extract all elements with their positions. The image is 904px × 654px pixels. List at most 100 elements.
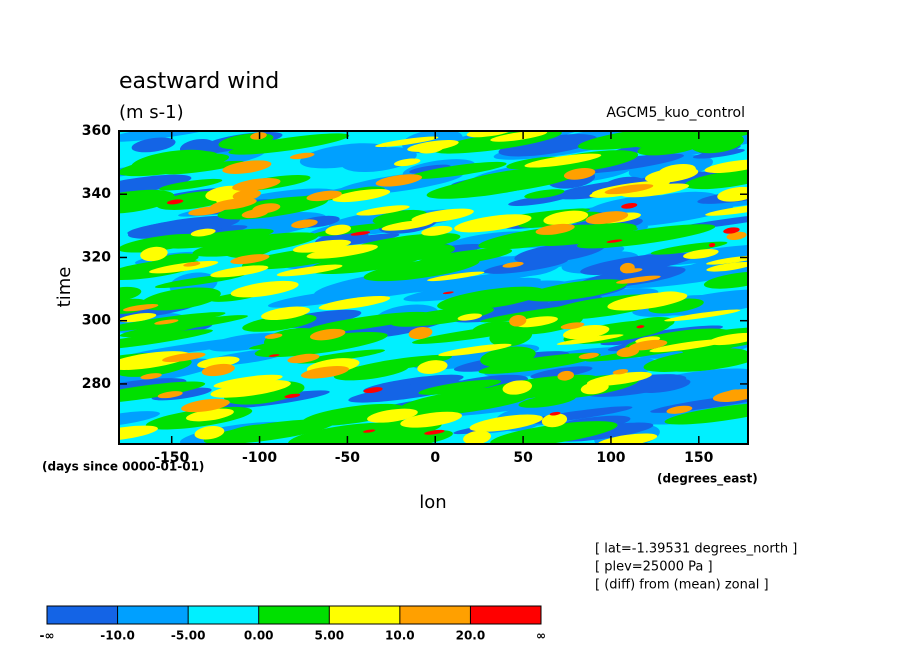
chart-title: eastward wind bbox=[119, 69, 279, 94]
x-axis-label: lon bbox=[419, 492, 446, 513]
field-patch bbox=[131, 137, 176, 153]
field-patch bbox=[154, 319, 179, 325]
colorbar-label: 10.0 bbox=[385, 629, 415, 643]
note: [ plev=25000 Pa ] bbox=[595, 560, 713, 575]
field-patch bbox=[309, 328, 346, 341]
field-patch bbox=[122, 303, 159, 312]
field-patch bbox=[140, 246, 168, 262]
field-patch bbox=[438, 343, 512, 357]
field-patch bbox=[149, 260, 219, 274]
x-units: (degrees_east) bbox=[657, 472, 758, 487]
field-patch bbox=[306, 190, 342, 202]
field-patch bbox=[119, 425, 158, 442]
field-patch bbox=[541, 413, 568, 428]
field-patch bbox=[424, 429, 445, 435]
colorbar-box bbox=[47, 606, 118, 624]
field-patch bbox=[704, 159, 748, 173]
y-units: (days since 0000-01-01) bbox=[42, 460, 204, 474]
field-patch bbox=[393, 158, 421, 167]
note: [ lat=-1.39531 degrees_north ] bbox=[595, 542, 797, 557]
colorbar-label: 0.00 bbox=[244, 629, 274, 643]
field-patch bbox=[292, 239, 351, 253]
field-patch bbox=[408, 327, 433, 340]
x-tick-label: -50 bbox=[335, 450, 361, 466]
field-patch bbox=[723, 227, 740, 234]
field-patch bbox=[241, 209, 269, 219]
field-patch bbox=[648, 291, 682, 304]
field-patch bbox=[509, 314, 527, 327]
field-patch bbox=[119, 381, 206, 404]
field-patch bbox=[213, 374, 283, 388]
field-patch bbox=[636, 378, 691, 393]
field-patch bbox=[586, 371, 652, 386]
field-patch bbox=[417, 143, 444, 154]
field-patch bbox=[604, 184, 654, 195]
field-patch bbox=[264, 333, 283, 339]
field-patch bbox=[232, 189, 261, 201]
field-patch bbox=[421, 225, 453, 236]
field-patch bbox=[612, 369, 629, 375]
field-patch bbox=[490, 131, 548, 142]
field-patch bbox=[188, 206, 226, 216]
colorbar-box bbox=[188, 606, 259, 624]
field-patch bbox=[649, 339, 727, 353]
field-patch bbox=[201, 363, 235, 377]
field-patch bbox=[427, 271, 485, 282]
field-patch bbox=[664, 402, 748, 425]
field-patch bbox=[348, 354, 452, 373]
colorbar-label: 5.00 bbox=[314, 629, 344, 643]
field-patch bbox=[381, 219, 434, 231]
field-patch bbox=[159, 178, 223, 191]
field-patch bbox=[242, 314, 317, 332]
field-patch bbox=[232, 178, 281, 192]
field-patch bbox=[350, 231, 371, 236]
field-patch bbox=[502, 380, 533, 395]
chart-subtitle: (m s-1) bbox=[119, 102, 184, 123]
field-patch bbox=[344, 233, 461, 257]
field-patch bbox=[621, 202, 638, 209]
field-patch bbox=[403, 277, 541, 302]
field-patch bbox=[524, 279, 628, 302]
field-patch bbox=[131, 149, 213, 173]
field-patch bbox=[723, 389, 745, 402]
field-patch bbox=[190, 228, 216, 237]
dataset-label: AGCM5_kuo_control bbox=[606, 105, 745, 121]
field-patch bbox=[705, 203, 748, 216]
field-patch bbox=[717, 186, 748, 202]
y-axis-label: time bbox=[54, 267, 75, 308]
field-patch bbox=[531, 150, 639, 174]
field-patch bbox=[637, 138, 704, 156]
field-patch bbox=[302, 403, 405, 426]
field-patch bbox=[556, 334, 624, 345]
field-patch bbox=[477, 302, 553, 315]
field-patch bbox=[418, 379, 502, 395]
field-patch bbox=[442, 291, 454, 295]
y-tick-label: 320 bbox=[82, 249, 111, 265]
colorbar-box bbox=[117, 606, 189, 624]
field-patch bbox=[400, 411, 463, 428]
field-patch bbox=[181, 398, 230, 413]
x-tick-label: 0 bbox=[430, 450, 440, 466]
field-patch bbox=[299, 143, 389, 169]
field-patch bbox=[692, 148, 745, 159]
field-patch bbox=[210, 380, 291, 398]
field-patch bbox=[616, 275, 661, 284]
colorbar-box bbox=[470, 606, 541, 624]
field-patch bbox=[643, 348, 748, 372]
field-patch bbox=[463, 430, 492, 444]
field-patch bbox=[578, 352, 599, 360]
field-patch bbox=[585, 211, 629, 225]
field-patch bbox=[557, 370, 575, 381]
field-patch bbox=[411, 208, 474, 223]
colorbar-box bbox=[329, 606, 400, 624]
field-patch bbox=[706, 261, 748, 272]
field-patch bbox=[119, 313, 157, 323]
field-patch bbox=[291, 219, 318, 229]
field-patch bbox=[454, 214, 532, 233]
y-tick-label: 300 bbox=[82, 313, 111, 329]
field-patch bbox=[515, 316, 558, 328]
field-patch bbox=[222, 160, 272, 174]
field-patch bbox=[318, 295, 391, 311]
field-patch bbox=[140, 287, 221, 311]
field-patch bbox=[254, 332, 388, 358]
